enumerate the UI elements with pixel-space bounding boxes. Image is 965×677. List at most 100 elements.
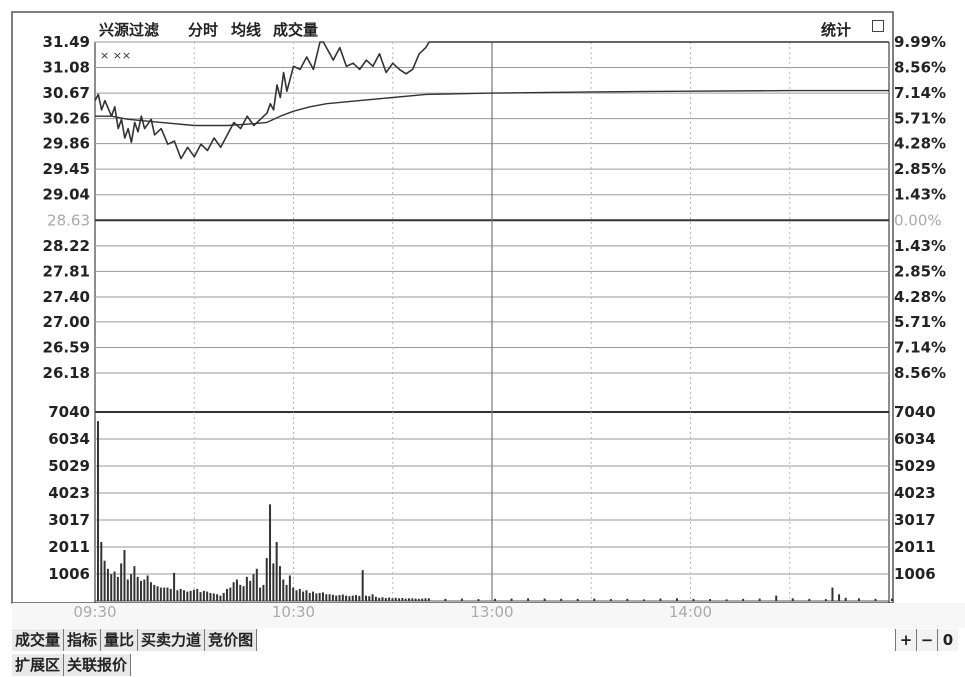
- volume-bar: [262, 584, 265, 601]
- tab-volume-ratio[interactable]: 量比: [101, 629, 139, 651]
- price-tick-label: 31.49: [43, 33, 90, 51]
- price-tick-label: 26.59: [43, 338, 90, 356]
- volume-bar: [149, 582, 152, 601]
- volume-bar: [626, 598, 629, 601]
- time-axis-band: [12, 603, 965, 628]
- volume-bar: [275, 541, 278, 601]
- volume-bar: [239, 584, 242, 601]
- volume-bar: [401, 598, 404, 601]
- volume-bar: [368, 596, 371, 601]
- volume-bar: [460, 598, 463, 601]
- volume-tick-label: 5029: [48, 457, 90, 475]
- volume-bar: [229, 587, 232, 601]
- volume-tick-label-right: 2011: [894, 538, 936, 556]
- volume-bar: [259, 587, 262, 601]
- price-tick-label: 30.26: [43, 110, 90, 128]
- zoom-out-button[interactable]: −: [916, 629, 937, 651]
- pct-tick-label: 9.99%: [894, 33, 946, 51]
- price-line: [94, 41, 889, 160]
- pct-tick-label: 5.71%: [894, 313, 946, 331]
- tab-buy-sell-power[interactable]: 买卖力道: [138, 629, 206, 651]
- volume-bar: [358, 595, 361, 601]
- volume-bar: [103, 560, 106, 601]
- volume-bar: [183, 590, 186, 601]
- pct-tick-label: 4.28%: [894, 135, 946, 153]
- volume-bar: [381, 597, 384, 601]
- volume-bar: [166, 587, 169, 601]
- volume-bar: [742, 598, 745, 601]
- volume-bar: [642, 599, 645, 601]
- volume-bar: [378, 597, 381, 601]
- price-tick-label: 29.04: [43, 186, 90, 204]
- volume-tick-label: 3017: [48, 511, 90, 529]
- volume-bar: [404, 598, 407, 601]
- volume-bar: [808, 598, 811, 601]
- tab-auction-chart[interactable]: 竞价图: [205, 629, 258, 651]
- volume-bar: [212, 593, 215, 601]
- zoom-controls: + − 0: [895, 629, 958, 651]
- volume-bar: [494, 598, 496, 601]
- volume-bar: [123, 549, 126, 601]
- price-tick-label: 27.40: [43, 288, 90, 306]
- volume-bar: [209, 592, 212, 601]
- pct-tick-label: 8.56%: [894, 59, 946, 77]
- volume-bar: [576, 598, 579, 601]
- volume-bar: [351, 595, 354, 601]
- volume-bar: [709, 599, 712, 601]
- legend-marks: × ××: [100, 49, 132, 62]
- mode-intraday[interactable]: 分时: [188, 21, 219, 39]
- mode-volume[interactable]: 成交量: [273, 21, 319, 39]
- volume-bar: [106, 568, 109, 601]
- volume-bar: [838, 594, 841, 601]
- window-restore-icon[interactable]: [872, 20, 884, 32]
- tab-expansion-area[interactable]: 扩展区: [12, 654, 65, 676]
- volume-bar: [206, 591, 209, 601]
- volume-tick-label: 1006: [48, 565, 90, 583]
- volume-bar: [176, 590, 179, 601]
- volume-bar: [427, 598, 430, 601]
- tab-indicator[interactable]: 指标: [64, 629, 102, 651]
- time-tick-label: 10:30: [272, 603, 315, 621]
- volume-bar: [361, 570, 364, 601]
- volume-bar: [414, 598, 417, 601]
- price-tick-label: 26.18: [43, 364, 90, 382]
- volume-bar: [130, 574, 133, 601]
- tab-volume[interactable]: 成交量: [12, 629, 65, 651]
- volume-bar: [312, 591, 315, 601]
- zoom-in-button[interactable]: +: [895, 629, 916, 651]
- pct-tick-label: 2.85%: [894, 160, 946, 178]
- volume-bar: [444, 598, 447, 601]
- stock-name: 兴源过滤: [99, 21, 160, 39]
- volume-tick-label-right: 4023: [894, 484, 936, 502]
- volume-bar: [371, 594, 374, 601]
- volume-bar: [179, 588, 182, 601]
- volume-bar: [543, 598, 546, 601]
- volume-bar: [140, 580, 143, 601]
- volume-bar: [560, 598, 563, 601]
- zoom-reset-button[interactable]: 0: [937, 629, 958, 651]
- price-tick-label: 31.08: [43, 59, 90, 77]
- mode-average-line[interactable]: 均线: [231, 21, 262, 39]
- volume-bar: [222, 592, 225, 601]
- volume-bar: [328, 594, 331, 601]
- volume-bar: [146, 575, 149, 601]
- volume-tick-label: 2011: [48, 538, 90, 556]
- bottom-tab-bar: 成交量 指标 量比 买卖力道 竞价图: [12, 629, 258, 651]
- volume-bar: [226, 588, 229, 601]
- volume-bar: [252, 574, 255, 601]
- volume-bar: [510, 598, 513, 601]
- stats-button[interactable]: 统计: [821, 21, 852, 39]
- volume-bar: [189, 590, 192, 601]
- pct-tick-label: 7.14%: [894, 84, 946, 102]
- volume-bar: [116, 576, 119, 601]
- volume-bar: [394, 597, 397, 601]
- volume-bar: [857, 598, 860, 601]
- volume-bar: [477, 599, 480, 601]
- volume-bar: [407, 598, 410, 601]
- volume-bar: [216, 594, 219, 601]
- price-tick-label: 27.00: [43, 313, 90, 331]
- volume-bar: [219, 595, 222, 601]
- volume-bar: [609, 599, 612, 601]
- volume-bar: [348, 596, 351, 601]
- tab-related-quotes[interactable]: 关联报价: [64, 654, 132, 676]
